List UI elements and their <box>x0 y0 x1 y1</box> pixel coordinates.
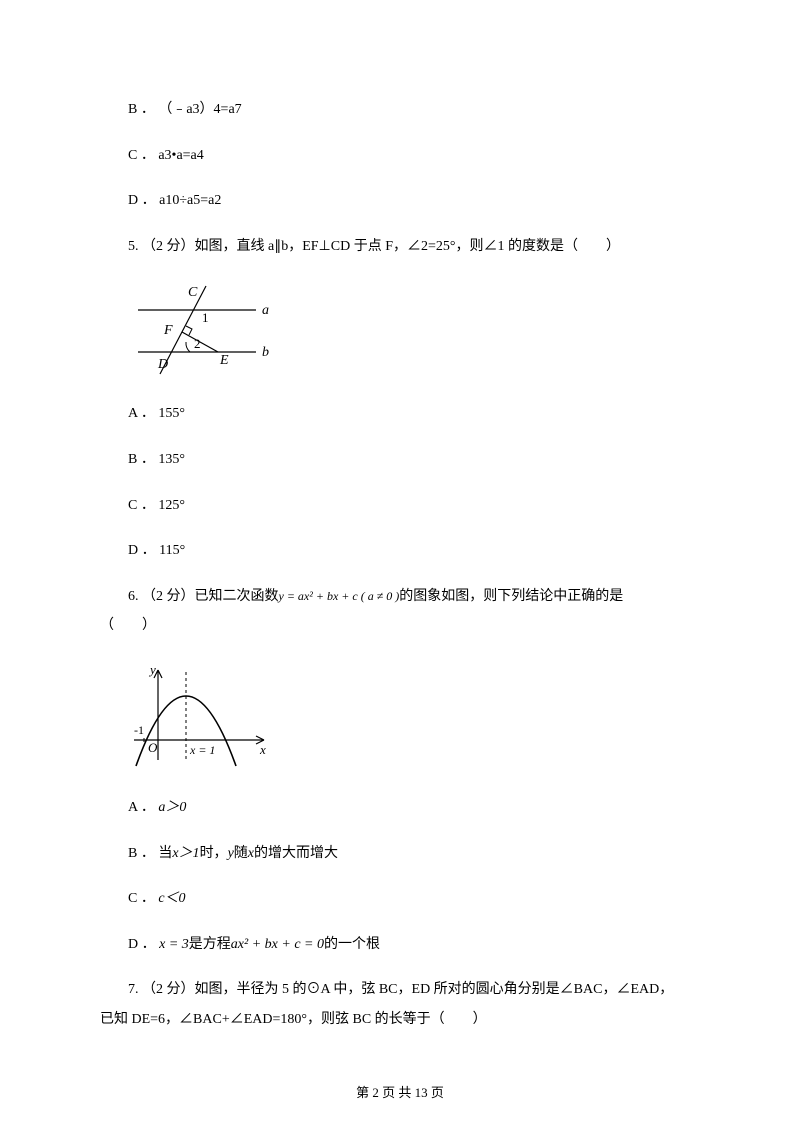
svg-text:1: 1 <box>202 310 209 325</box>
q6-stem-line1: 6. （2 分）已知二次函数y = ax² + bx + c ( a ≠ 0 )… <box>100 587 700 607</box>
q6-stem-pre: 6. （2 分）已知二次函数 <box>128 589 279 604</box>
svg-text:C: C <box>188 285 198 300</box>
svg-text:b: b <box>262 345 269 360</box>
q7-stem-line1: 7. （2 分）如图，半径为 5 的⊙A 中，弦 BC，ED 所对的圆心角分别是… <box>100 980 700 1000</box>
q5-option-a: A ． 155° <box>100 404 700 424</box>
q5-figure: a b C D F E 1 2 <box>128 282 700 378</box>
q6-option-c: C ． c＜0 <box>100 889 700 909</box>
q6-stem-formula: y = ax² + bx + c ( a ≠ 0 ) <box>279 589 400 603</box>
svg-text:x = 1: x = 1 <box>189 743 215 757</box>
q5-option-d: D ． 115° <box>100 541 700 561</box>
q6-stem-line2: （ ） <box>100 616 700 636</box>
q6-optB-post: 的增大而增大 <box>254 846 338 861</box>
q5-stem: 5. （2 分）如图，直线 a∥b，EF⊥CD 于点 F，∠2=25°，则∠1 … <box>100 237 700 257</box>
svg-text:O: O <box>148 740 158 755</box>
q6-option-a: A ． a＞0 <box>100 798 700 818</box>
q6-optB-pre: B ． 当 <box>128 846 172 861</box>
q4-option-c: C ． a3•a=a4 <box>100 146 700 166</box>
svg-text:a: a <box>262 303 269 318</box>
q6-optD-mid: 是方程 <box>189 937 231 952</box>
svg-text:2: 2 <box>194 336 201 351</box>
q6-optD-m1: x = 3 <box>159 937 189 952</box>
q6-option-b: B ． 当x＞1时，y随x的增大而增大 <box>100 844 700 864</box>
q6-optD-m2: ax² + bx + c = 0 <box>231 937 324 952</box>
svg-text:x: x <box>259 742 266 757</box>
page-footer: 第 2 页 共 13 页 <box>0 1084 800 1102</box>
q6-option-d: D ． x = 3是方程ax² + bx + c = 0的一个根 <box>100 935 700 955</box>
q5-option-b: B ． 135° <box>100 450 700 470</box>
q6-optB-mid: 时， <box>200 846 228 861</box>
q7-stem-line2: 已知 DE=6，∠BAC+∠EAD=180°，则弦 BC 的长等于（ ） <box>100 1010 700 1030</box>
q6-optC-pre: C ． <box>128 891 158 906</box>
q6-optA-math: a＞0 <box>158 800 186 815</box>
q6-optA-pre: A ． <box>128 800 158 815</box>
svg-text:E: E <box>219 353 229 368</box>
q6-figure: y x O -1 x = 1 <box>128 662 700 772</box>
q4-option-b: B ． （﹣a3）4=a7 <box>100 100 700 120</box>
q6-optB-mid2: 随 <box>234 846 248 861</box>
q6-stem-post: 的图象如图，则下列结论中正确的是 <box>399 589 623 604</box>
q5-option-c: C ． 125° <box>100 496 700 516</box>
svg-text:D: D <box>157 357 168 372</box>
svg-text:F: F <box>163 323 173 338</box>
svg-text:-1: -1 <box>134 723 144 737</box>
q4-option-d: D ． a10÷a5=a2 <box>100 191 700 211</box>
svg-text:y: y <box>148 662 156 677</box>
q6-optB-m1: x＞1 <box>172 846 199 861</box>
q6-optD-pre: D ． <box>128 937 159 952</box>
q6-optD-post: 的一个根 <box>324 937 380 952</box>
q6-optC-math: c＜0 <box>158 891 185 906</box>
